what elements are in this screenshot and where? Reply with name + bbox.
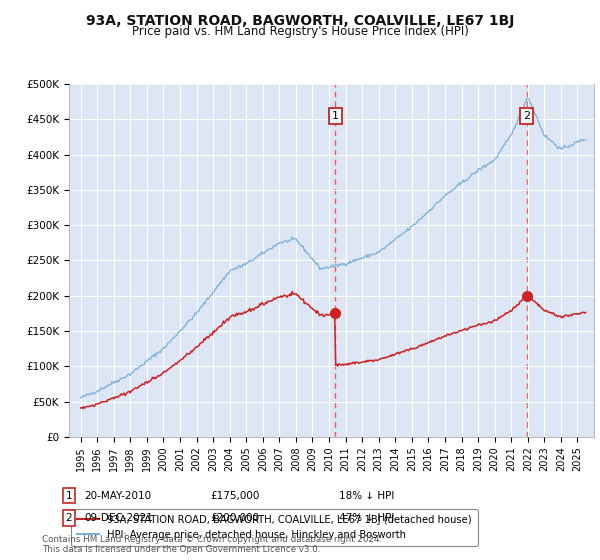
Text: 47% ↓ HPI: 47% ↓ HPI xyxy=(339,513,394,523)
Text: Price paid vs. HM Land Registry's House Price Index (HPI): Price paid vs. HM Land Registry's House … xyxy=(131,25,469,38)
Text: £200,000: £200,000 xyxy=(210,513,259,523)
Text: This data is licensed under the Open Government Licence v3.0.: This data is licensed under the Open Gov… xyxy=(42,545,320,554)
Text: 2: 2 xyxy=(65,513,73,523)
Text: 93A, STATION ROAD, BAGWORTH, COALVILLE, LE67 1BJ: 93A, STATION ROAD, BAGWORTH, COALVILLE, … xyxy=(86,14,514,28)
Text: 09-DEC-2021: 09-DEC-2021 xyxy=(84,513,153,523)
Text: 2: 2 xyxy=(523,111,530,121)
Text: 20-MAY-2010: 20-MAY-2010 xyxy=(84,491,151,501)
Text: 1: 1 xyxy=(332,111,339,121)
Text: £175,000: £175,000 xyxy=(210,491,259,501)
Text: 1: 1 xyxy=(65,491,73,501)
Text: 18% ↓ HPI: 18% ↓ HPI xyxy=(339,491,394,501)
Legend: 93A, STATION ROAD, BAGWORTH, COALVILLE, LE67 1BJ (detached house), HPI: Average : 93A, STATION ROAD, BAGWORTH, COALVILLE, … xyxy=(71,509,478,546)
Text: Contains HM Land Registry data © Crown copyright and database right 2024.: Contains HM Land Registry data © Crown c… xyxy=(42,535,382,544)
